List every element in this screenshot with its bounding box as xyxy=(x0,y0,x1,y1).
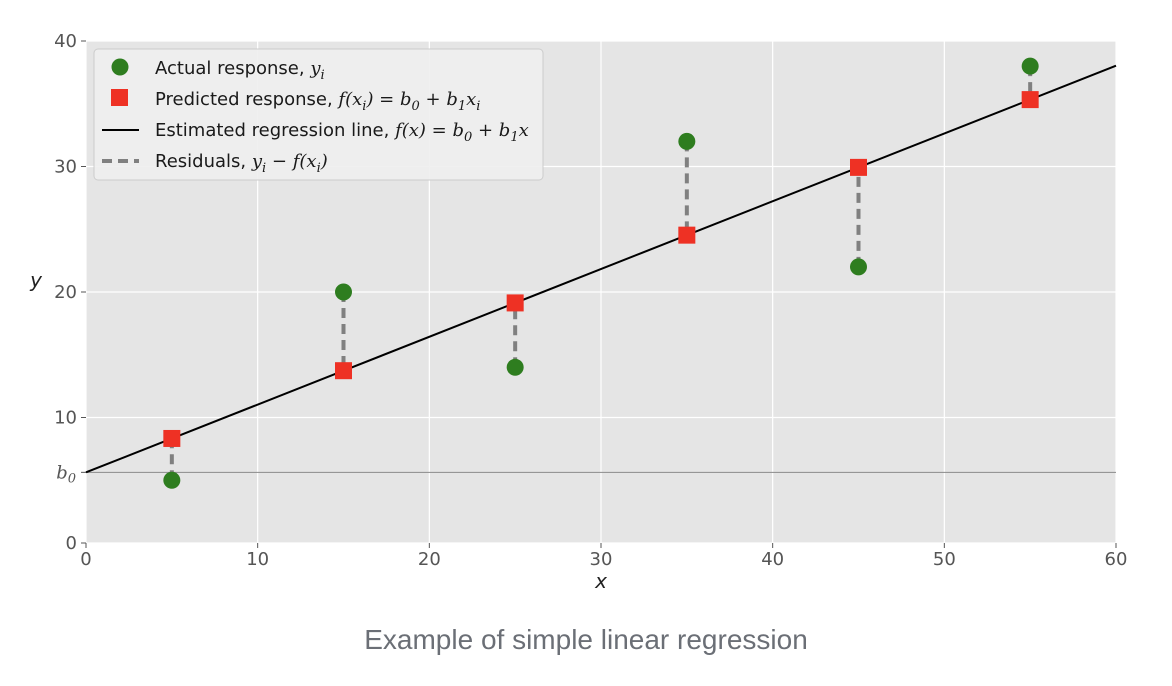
y-tick-label: 30 xyxy=(54,157,77,178)
legend: Actual response, yi Predicted response, … xyxy=(93,48,544,181)
legend-predicted-marker xyxy=(111,89,128,106)
y-tick-label: 20 xyxy=(54,282,77,303)
legend-residuals-label: Residuals, yi − f(xi) xyxy=(155,151,328,176)
x-tick-label: 20 xyxy=(418,549,441,570)
y-tick-label: 0 xyxy=(66,533,77,554)
x-axis-label: x xyxy=(594,569,607,593)
x-tick-label: 0 xyxy=(80,549,91,570)
legend-predicted-label: Predicted response, f(xi) = b0 + b1xi xyxy=(155,89,480,114)
actual-point xyxy=(163,471,181,489)
predicted-point xyxy=(1021,91,1039,109)
x-tick-label: 40 xyxy=(761,549,784,570)
predicted-point xyxy=(163,429,181,447)
x-tick-label: 10 xyxy=(246,549,269,570)
actual-point xyxy=(335,283,352,301)
legend-box xyxy=(93,48,544,181)
x-tick-label: 50 xyxy=(933,549,956,570)
axis-ticks: 0 10 20 30 40 50 60 0 10 20 30 40 b0 xyxy=(54,31,1127,570)
legend-actual-marker xyxy=(111,58,129,76)
predicted-points xyxy=(163,91,1039,447)
figure-caption: Example of simple linear regression xyxy=(364,624,808,655)
y-tick-label: 10 xyxy=(54,408,77,429)
actual-point xyxy=(506,358,524,376)
predicted-point xyxy=(506,294,524,312)
actual-point xyxy=(850,258,867,276)
regression-chart: 0 10 20 30 40 50 60 0 10 20 30 40 b0 x y Actual resp… xyxy=(29,31,1127,593)
predicted-point xyxy=(678,226,696,244)
y-tick-label: 40 xyxy=(54,31,77,52)
actual-point xyxy=(678,132,696,150)
regression-line xyxy=(85,64,1117,474)
b0-tick-label: b0 xyxy=(56,462,76,486)
legend-line-label: Estimated regression line, f(x) = b0 + b… xyxy=(155,120,529,145)
actual-points xyxy=(163,57,1039,489)
x-tick-label: 60 xyxy=(1105,549,1128,570)
predicted-point xyxy=(850,158,867,176)
predicted-point xyxy=(335,362,352,380)
actual-point xyxy=(1021,57,1039,75)
x-tick-label: 30 xyxy=(590,549,613,570)
y-axis-label: y xyxy=(29,268,43,292)
legend-actual-label: Actual response, yi xyxy=(155,58,325,83)
